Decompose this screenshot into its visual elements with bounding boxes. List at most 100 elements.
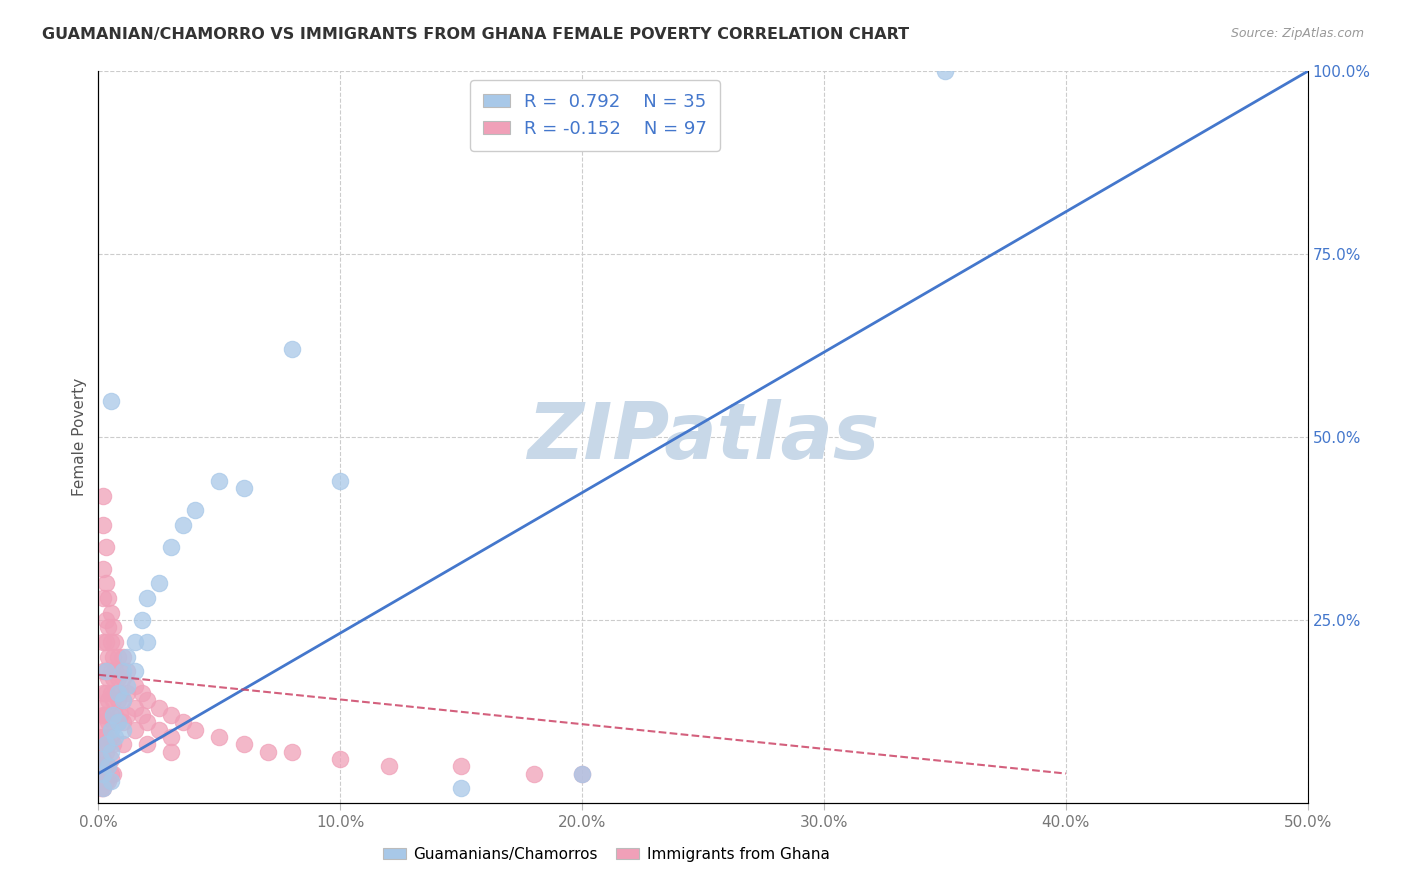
Point bbox=[91, 489, 114, 503]
Point bbox=[101, 620, 124, 634]
Point bbox=[232, 481, 254, 495]
Point bbox=[100, 686, 122, 700]
Point bbox=[91, 664, 114, 678]
Point bbox=[135, 635, 157, 649]
Point bbox=[107, 672, 129, 686]
Point bbox=[91, 591, 114, 605]
Point bbox=[91, 708, 114, 723]
Point bbox=[90, 773, 112, 788]
Legend: Guamanians/Chamorros, Immigrants from Ghana: Guamanians/Chamorros, Immigrants from Gh… bbox=[377, 841, 835, 868]
Point bbox=[450, 759, 472, 773]
Point bbox=[97, 759, 120, 773]
Point bbox=[90, 781, 112, 796]
Point bbox=[91, 686, 114, 700]
Point bbox=[160, 708, 183, 723]
Point bbox=[160, 730, 183, 744]
Point bbox=[160, 540, 183, 554]
Point bbox=[97, 620, 120, 634]
Point bbox=[131, 686, 153, 700]
Point bbox=[117, 649, 139, 664]
Point bbox=[104, 686, 127, 700]
Point bbox=[135, 591, 157, 605]
Point bbox=[148, 723, 170, 737]
Point bbox=[571, 766, 593, 780]
Point bbox=[100, 635, 122, 649]
Point bbox=[94, 635, 117, 649]
Point bbox=[90, 715, 112, 730]
Point bbox=[91, 730, 114, 744]
Point bbox=[97, 672, 120, 686]
Point bbox=[256, 745, 278, 759]
Point bbox=[97, 737, 120, 751]
Point bbox=[124, 635, 146, 649]
Text: Source: ZipAtlas.com: Source: ZipAtlas.com bbox=[1230, 27, 1364, 40]
Point bbox=[111, 693, 134, 707]
Point bbox=[111, 672, 134, 686]
Point bbox=[184, 503, 207, 517]
Point bbox=[117, 708, 139, 723]
Point bbox=[135, 693, 157, 707]
Point bbox=[111, 715, 134, 730]
Point bbox=[100, 393, 122, 408]
Point bbox=[377, 759, 399, 773]
Point bbox=[108, 664, 131, 678]
Point bbox=[91, 517, 114, 532]
Point bbox=[148, 576, 170, 591]
Point bbox=[94, 576, 117, 591]
Point bbox=[94, 773, 117, 788]
Point bbox=[100, 664, 122, 678]
Point bbox=[111, 723, 134, 737]
Point bbox=[107, 686, 129, 700]
Point bbox=[94, 540, 117, 554]
Point bbox=[329, 752, 352, 766]
Point bbox=[100, 723, 122, 737]
Point bbox=[107, 649, 129, 664]
Text: ZIPatlas: ZIPatlas bbox=[527, 399, 879, 475]
Point bbox=[135, 715, 157, 730]
Point bbox=[94, 730, 117, 744]
Point bbox=[135, 737, 157, 751]
Point bbox=[111, 649, 134, 664]
Point bbox=[124, 700, 146, 714]
Point bbox=[100, 606, 122, 620]
Point bbox=[94, 737, 117, 751]
Point bbox=[91, 781, 114, 796]
Point bbox=[97, 591, 120, 605]
Point bbox=[281, 343, 304, 357]
Point bbox=[104, 708, 127, 723]
Point bbox=[97, 693, 120, 707]
Point bbox=[91, 752, 114, 766]
Point bbox=[97, 759, 120, 773]
Point bbox=[101, 715, 124, 730]
Point bbox=[232, 737, 254, 751]
Point bbox=[90, 752, 112, 766]
Point bbox=[117, 686, 139, 700]
Point bbox=[91, 766, 114, 780]
Point bbox=[329, 474, 352, 488]
Point bbox=[124, 679, 146, 693]
Point bbox=[111, 693, 134, 707]
Point bbox=[104, 730, 127, 744]
Point bbox=[172, 715, 194, 730]
Point bbox=[94, 745, 117, 759]
Point bbox=[107, 715, 129, 730]
Point bbox=[101, 737, 124, 751]
Y-axis label: Female Poverty: Female Poverty bbox=[72, 378, 87, 496]
Point bbox=[101, 649, 124, 664]
Point bbox=[107, 693, 129, 707]
Point bbox=[91, 562, 114, 576]
Point bbox=[91, 766, 114, 780]
Point bbox=[101, 672, 124, 686]
Point bbox=[100, 708, 122, 723]
Point bbox=[101, 693, 124, 707]
Point bbox=[131, 708, 153, 723]
Point bbox=[100, 752, 122, 766]
Point bbox=[104, 635, 127, 649]
Point bbox=[108, 708, 131, 723]
Point bbox=[184, 723, 207, 737]
Point bbox=[94, 759, 117, 773]
Point bbox=[100, 745, 122, 759]
Point bbox=[90, 730, 112, 744]
Point bbox=[101, 708, 124, 723]
Text: GUAMANIAN/CHAMORRO VS IMMIGRANTS FROM GHANA FEMALE POVERTY CORRELATION CHART: GUAMANIAN/CHAMORRO VS IMMIGRANTS FROM GH… bbox=[42, 27, 910, 42]
